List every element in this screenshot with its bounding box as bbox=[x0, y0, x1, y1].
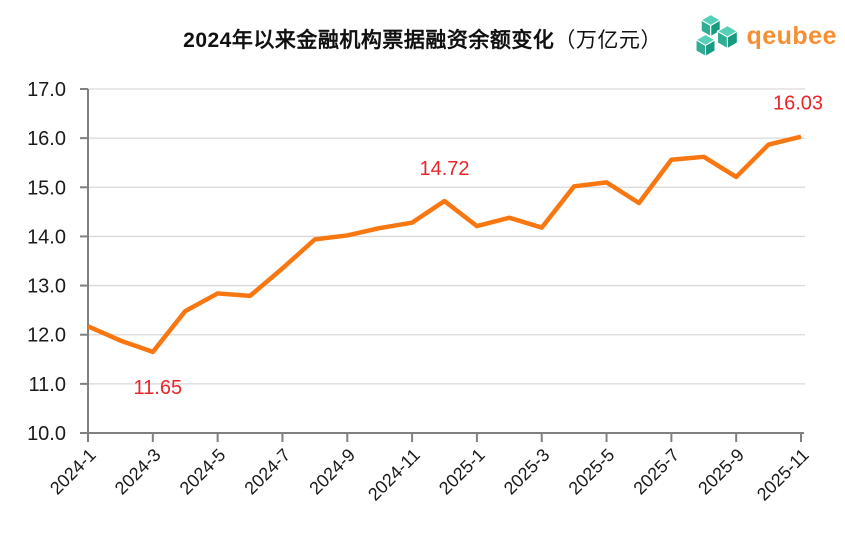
chart-title-main: 2024年以来金融机构票据融资余额变化 bbox=[183, 29, 555, 52]
logo-cube-face bbox=[705, 39, 717, 58]
data-label: 11.65 bbox=[134, 377, 183, 399]
y-tick-label: 13.0 bbox=[27, 276, 66, 298]
x-tick-label: 2025-1 bbox=[435, 445, 489, 499]
qeubee-logo: qeubee bbox=[693, 13, 837, 59]
x-tick-label: 2025-9 bbox=[694, 445, 748, 499]
chart-title: 2024年以来金融机构票据融资余额变化（万亿元） bbox=[0, 24, 845, 54]
x-tick-label: 2024-3 bbox=[111, 445, 165, 499]
y-tick-label: 16.0 bbox=[27, 128, 66, 150]
x-tick-label: 2025-7 bbox=[629, 445, 683, 499]
logo-cube-face bbox=[727, 30, 739, 50]
x-tick-label: 2024-9 bbox=[305, 445, 359, 499]
data-label: 16.03 bbox=[773, 93, 823, 115]
x-tick-label: 2024-1 bbox=[46, 445, 100, 499]
y-tick-label: 15.0 bbox=[27, 177, 66, 199]
x-tick-label: 2025-5 bbox=[565, 445, 619, 499]
data-label: 14.72 bbox=[419, 158, 469, 180]
y-tick-label: 11.0 bbox=[29, 374, 66, 396]
y-tick-label: 17.0 bbox=[27, 79, 66, 101]
x-tick-label: 2024-11 bbox=[364, 445, 424, 505]
x-tick-label: 2025-11 bbox=[753, 445, 813, 505]
chart-title-unit: （万亿元） bbox=[554, 29, 662, 52]
x-tick-label: 2025-3 bbox=[500, 445, 554, 499]
y-tick-label: 14.0 bbox=[27, 226, 66, 248]
qeubee-logo-text: qeubee bbox=[746, 21, 837, 50]
y-tick-label: 10.0 bbox=[27, 423, 66, 445]
x-tick-label: 2024-7 bbox=[240, 445, 294, 499]
series-line bbox=[87, 134, 802, 355]
qeubee-logo-icon bbox=[695, 14, 739, 58]
x-tick-label: 2024-5 bbox=[176, 445, 230, 499]
y-tick-label: 12.0 bbox=[27, 325, 66, 347]
